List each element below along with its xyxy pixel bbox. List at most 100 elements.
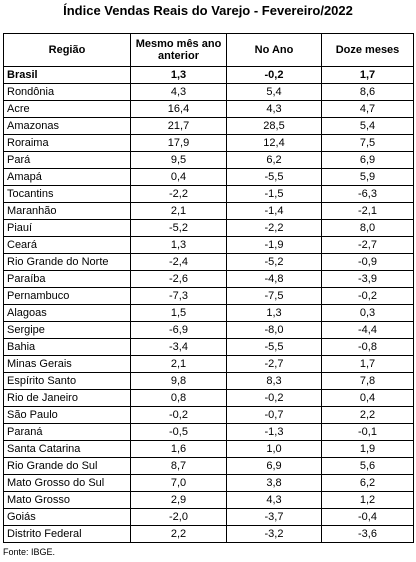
cell-same-month: 1,3 [130,236,227,254]
cell-same-month: 17,9 [130,134,227,152]
cell-year-to-date: -5,5 [226,168,322,186]
header-row: Região Mesmo mês ano anterior No Ano Doz… [3,33,414,67]
cell-twelve-months: 0,4 [321,389,414,407]
table-row: Ceará 1,3 -1,9 -2,7 [3,236,414,254]
cell-year-to-date: -0,7 [226,406,322,424]
cell-region: Pará [3,151,131,169]
cell-region: Rio Grande do Norte [3,253,131,271]
cell-same-month: 2,1 [130,355,227,373]
cell-year-to-date: -0,2 [226,389,322,407]
cell-year-to-date: -1,9 [226,236,322,254]
cell-year-to-date: -7,5 [226,287,322,305]
cell-same-month: 16,4 [130,100,227,118]
table-row: Alagoas 1,5 1,3 0,3 [3,304,414,322]
cell-region: Rio Grande do Sul [3,457,131,475]
cell-year-to-date: -3,7 [226,508,322,526]
table-row: Paraíba -2,6 -4,8 -3,9 [3,270,414,288]
cell-same-month: -0,2 [130,406,227,424]
cell-same-month: 2,9 [130,491,227,509]
cell-region: Rio de Janeiro [3,389,131,407]
cell-region: Paraná [3,423,131,441]
cell-twelve-months: 8,6 [321,83,414,101]
cell-region: Rondônia [3,83,131,101]
table-row: Mato Grosso do Sul 7,0 3,8 6,2 [3,474,414,492]
cell-same-month: -3,4 [130,338,227,356]
table-row: Minas Gerais 2,1 -2,7 1,7 [3,355,414,373]
cell-region: Maranhão [3,202,131,220]
cell-twelve-months: -0,9 [321,253,414,271]
table-row: Pará 9,5 6,2 6,9 [3,151,414,169]
header-twelve-months: Doze meses [321,33,414,67]
table-row: Pernambuco -7,3 -7,5 -0,2 [3,287,414,305]
cell-year-to-date: 5,4 [226,83,322,101]
cell-twelve-months: 6,2 [321,474,414,492]
table-row: Maranhão 2,1 -1,4 -2,1 [3,202,414,220]
cell-twelve-months: 1,9 [321,440,414,458]
cell-twelve-months: -0,8 [321,338,414,356]
cell-twelve-months: 5,9 [321,168,414,186]
cell-twelve-months: 7,8 [321,372,414,390]
table-row: Rio Grande do Sul 8,7 6,9 5,6 [3,457,414,475]
cell-year-to-date: -1,4 [226,202,322,220]
cell-same-month: 1,6 [130,440,227,458]
cell-twelve-months: 1,7 [321,355,414,373]
cell-same-month: -5,2 [130,219,227,237]
cell-same-month: 4,3 [130,83,227,101]
cell-year-to-date: 4,3 [226,491,322,509]
cell-same-month: 0,8 [130,389,227,407]
cell-twelve-months: 7,5 [321,134,414,152]
header-region: Região [3,33,131,67]
table-row: Espírito Santo 9,8 8,3 7,8 [3,372,414,390]
table-row-national: Brasil 1,3 -0,2 1,7 [3,66,414,84]
cell-twelve-months: 5,4 [321,117,414,135]
cell-year-to-date: -4,8 [226,270,322,288]
cell-twelve-months: 1,2 [321,491,414,509]
cell-region: Minas Gerais [3,355,131,373]
cell-region: Roraima [3,134,131,152]
cell-twelve-months: 2,2 [321,406,414,424]
cell-twelve-months: 4,7 [321,100,414,118]
cell-same-month: -2,2 [130,185,227,203]
cell-twelve-months: 0,3 [321,304,414,322]
cell-same-month: 1,3 [130,66,227,84]
cell-twelve-months: -0,2 [321,287,414,305]
cell-year-to-date: -5,5 [226,338,322,356]
cell-year-to-date: 6,2 [226,151,322,169]
cell-twelve-months: -3,9 [321,270,414,288]
cell-year-to-date: -8,0 [226,321,322,339]
cell-region: Goiás [3,508,131,526]
table-row: Amapá 0,4 -5,5 5,9 [3,168,414,186]
cell-region: Mato Grosso do Sul [3,474,131,492]
cell-year-to-date: 1,3 [226,304,322,322]
table-row: Acre 16,4 4,3 4,7 [3,100,414,118]
table-row: Rio Grande do Norte -2,4 -5,2 -0,9 [3,253,414,271]
cell-region: Amapá [3,168,131,186]
cell-same-month: 21,7 [130,117,227,135]
cell-same-month: -7,3 [130,287,227,305]
cell-year-to-date: -0,2 [226,66,322,84]
cell-year-to-date: 1,0 [226,440,322,458]
cell-twelve-months: -0,1 [321,423,414,441]
cell-year-to-date: -5,2 [226,253,322,271]
cell-twelve-months: -3,6 [321,525,414,543]
header-same-month: Mesmo mês ano anterior [130,33,227,67]
cell-same-month: -0,5 [130,423,227,441]
table-title: Índice Vendas Reais do Varejo - Fevereir… [63,3,353,18]
cell-twelve-months: 6,9 [321,151,414,169]
table-row: Rondônia 4,3 5,4 8,6 [3,83,414,101]
cell-twelve-months: 1,7 [321,66,414,84]
cell-region: São Paulo [3,406,131,424]
table-row: Bahia -3,4 -5,5 -0,8 [3,338,414,356]
cell-same-month: 1,5 [130,304,227,322]
cell-twelve-months: -0,4 [321,508,414,526]
table-row: Piauí -5,2 -2,2 8,0 [3,219,414,237]
table-row: Paraná -0,5 -1,3 -0,1 [3,423,414,441]
cell-region: Distrito Federal [3,525,131,543]
cell-twelve-months: -2,1 [321,202,414,220]
cell-region: Sergipe [3,321,131,339]
cell-same-month: 9,8 [130,372,227,390]
cell-region: Ceará [3,236,131,254]
cell-year-to-date: 12,4 [226,134,322,152]
cell-year-to-date: -3,2 [226,525,322,543]
cell-twelve-months: 8,0 [321,219,414,237]
